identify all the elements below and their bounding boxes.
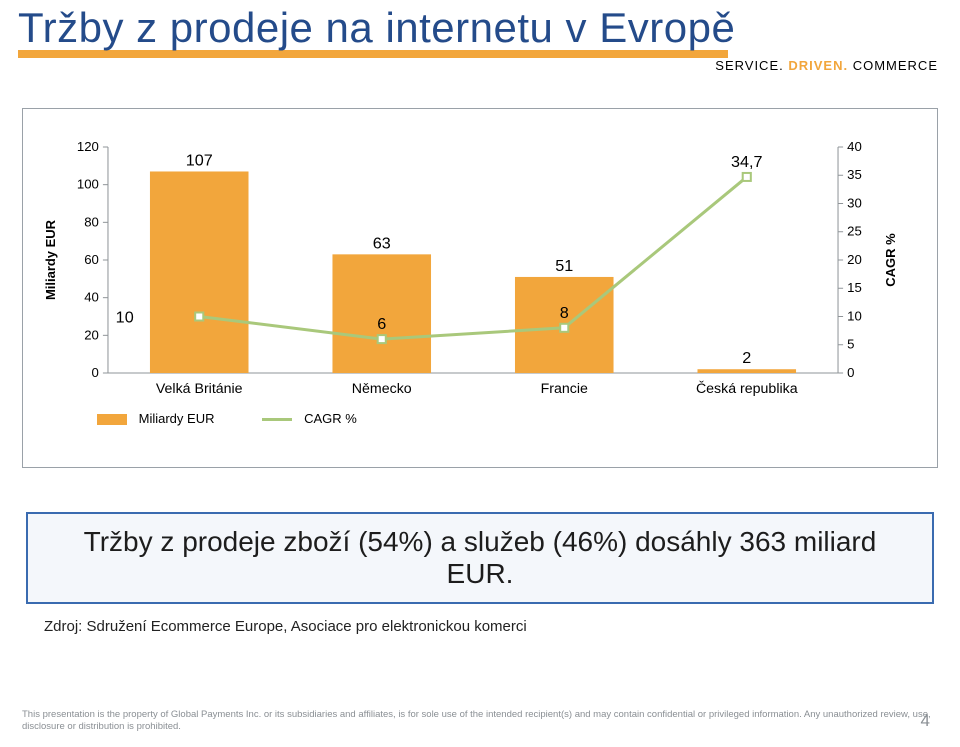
svg-text:51: 51: [555, 257, 573, 275]
tagline-service: SERVICE.: [715, 58, 783, 73]
svg-text:120: 120: [77, 139, 99, 154]
svg-text:107: 107: [186, 152, 213, 170]
svg-text:100: 100: [77, 177, 99, 192]
bar-line-chart: 0 20 40 60 80 100 120 Miliardy EUR 0 5 10 15 20 25 30 3…: [37, 127, 909, 407]
svg-text:5: 5: [847, 337, 854, 352]
svg-text:30: 30: [847, 196, 862, 211]
svg-text:Miliardy EUR: Miliardy EUR: [43, 219, 58, 300]
chart-panel: 0 20 40 60 80 100 120 Miliardy EUR 0 5 10 15 20 25 30 3…: [22, 108, 938, 468]
svg-text:20: 20: [84, 327, 99, 342]
svg-text:Německo: Německo: [352, 380, 412, 396]
svg-text:CAGR %: CAGR %: [883, 233, 898, 287]
tagline: SERVICE. DRIVEN. COMMERCE: [715, 58, 938, 73]
svg-text:35: 35: [847, 167, 862, 182]
legend-bar-label: Miliardy EUR: [139, 411, 215, 426]
svg-text:6: 6: [377, 315, 386, 333]
svg-text:34,7: 34,7: [731, 153, 763, 171]
tagline-commerce: COMMERCE: [853, 58, 938, 73]
svg-text:15: 15: [847, 280, 862, 295]
tagline-driven: DRIVEN.: [788, 58, 848, 73]
callout-text: Tržby z prodeje zboží (54%) a služeb (46…: [84, 526, 877, 589]
legend-line-swatch: [262, 418, 292, 421]
svg-text:40: 40: [847, 139, 862, 154]
title-underline: [18, 50, 728, 58]
svg-text:10: 10: [847, 309, 862, 324]
page-number: 4: [921, 711, 930, 731]
legend-line-label: CAGR %: [304, 411, 357, 426]
svg-text:0: 0: [92, 365, 99, 380]
legend-bar-swatch: [97, 414, 127, 425]
disclaimer: This presentation is the property of Glo…: [22, 709, 938, 733]
legend: Miliardy EUR CAGR %: [37, 407, 909, 426]
svg-text:25: 25: [847, 224, 862, 239]
svg-text:Francie: Francie: [541, 380, 588, 396]
svg-text:0: 0: [847, 365, 854, 380]
svg-text:40: 40: [84, 290, 99, 305]
svg-text:10: 10: [116, 309, 134, 327]
page-title: Tržby z prodeje na internetu v Evropě: [18, 4, 735, 51]
svg-text:Česká republika: Česká republika: [696, 380, 798, 396]
svg-text:63: 63: [373, 234, 391, 252]
svg-text:60: 60: [84, 252, 99, 267]
svg-text:8: 8: [560, 304, 569, 322]
svg-text:2: 2: [742, 349, 751, 367]
callout-box: Tržby z prodeje zboží (54%) a služeb (46…: [26, 512, 934, 604]
legend-line: CAGR %: [262, 411, 356, 426]
source-line: Zdroj: Sdružení Ecommerce Europe, Asocia…: [44, 618, 960, 635]
svg-text:80: 80: [84, 214, 99, 229]
legend-bar: Miliardy EUR: [97, 411, 214, 426]
header: Tržby z prodeje na internetu v Evropě: [0, 0, 960, 58]
svg-text:Velká Británie: Velká Británie: [156, 380, 243, 396]
svg-text:20: 20: [847, 252, 862, 267]
